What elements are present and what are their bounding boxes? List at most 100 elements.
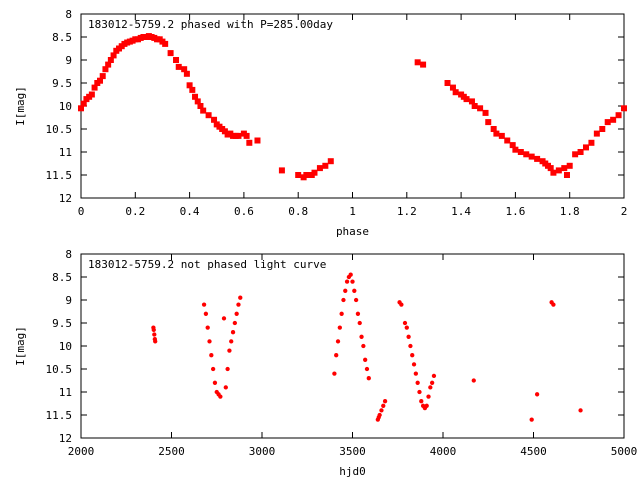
data-point [350,279,355,284]
data-point [186,82,193,89]
data-point [234,311,239,316]
y-tick-label: 12 [59,432,72,445]
data-point [417,389,422,395]
data-point [80,100,87,107]
data-point [311,169,318,176]
data-point [449,84,456,91]
data-point [355,311,361,316]
data-point [377,412,382,418]
data-point [424,403,429,408]
data-point [381,403,386,408]
y-tick-label: 11.5 [46,169,73,182]
y-tick-label: 8.5 [52,31,72,44]
y-tick-label: 12 [59,192,72,205]
data-point [485,119,492,126]
x-tick-label: 4000 [430,445,457,458]
data-point [534,155,541,162]
x-tick-label: 2000 [68,445,95,458]
data-point [353,297,359,303]
data-point [426,394,431,399]
data-point [218,394,223,399]
data-point [471,103,478,109]
data-point [200,107,207,114]
x-tick-label: 1.4 [451,205,471,218]
data-point [230,330,236,335]
data-point [235,132,242,139]
x-tick-label: 1.8 [560,205,580,218]
data-point [382,399,388,404]
data-point [151,327,156,333]
data-point [102,66,109,73]
data-point [334,353,339,358]
y-tick-label: 9.5 [52,77,72,90]
data-point [99,73,106,80]
data-point [428,385,433,390]
data-point [534,392,540,397]
data-point [359,334,364,339]
y-tick-label: 10.5 [46,363,73,376]
data-point [523,151,530,158]
data-point [207,339,212,344]
data-point [278,167,285,174]
data-point [444,80,451,86]
data-point [167,50,174,57]
data-point [452,89,459,96]
y-tick-label: 9.5 [52,317,72,330]
data-point [431,373,437,379]
data-point [107,57,114,63]
data-point [414,59,421,66]
data-point [212,380,218,385]
x-axis-label: phase [336,225,369,238]
data-point [295,172,302,178]
data-point [343,288,348,293]
data-point [561,165,568,172]
data-point [363,357,368,362]
y-tick-label: 8 [65,248,72,261]
data-point [577,149,584,155]
data-point [419,399,424,404]
data-point [529,417,534,422]
y-tick-label: 9 [65,294,72,307]
data-point [610,116,617,123]
data-point [471,378,476,383]
y-tick-label: 11.5 [46,409,73,422]
data-point [153,339,158,344]
x-tick-label: 1.6 [505,205,525,218]
data-series [151,272,583,422]
data-point [322,162,329,169]
data-point [341,297,346,303]
x-tick-label: 0.8 [288,205,308,218]
data-point [316,165,323,172]
data-point [162,40,169,47]
x-tick-label: 5000 [611,445,638,458]
unphased-light-curve-plot: 2000 2500 3000 3500 4000 4500 5000 8 8.5 9 9.5 10 10… [14,248,637,478]
data-point [236,302,241,307]
data-point [410,353,415,358]
data-point [221,128,228,135]
data-point [209,353,214,358]
data-point [547,165,554,172]
data-point [490,126,497,132]
x-tick-label: 1.2 [397,205,417,218]
data-point [463,96,470,103]
data-point [175,63,182,70]
data-point [227,348,232,353]
data-point [599,126,606,132]
data-point [593,130,600,137]
data-point [210,366,216,372]
x-tick-label: 3000 [249,445,276,458]
data-point [468,98,475,105]
data-point [604,119,611,126]
x-tick-label: 2 [621,205,628,218]
data-point [183,70,190,77]
x-tick-label: 0.2 [125,205,145,218]
data-point [110,52,117,59]
x-tick-label: 0.4 [180,205,200,218]
data-point [232,320,238,326]
data-point [181,66,188,73]
data-point [550,169,557,176]
y-tick-label: 8.5 [52,271,72,284]
data-point [303,172,310,178]
data-point [578,408,583,413]
data-point [205,112,212,119]
